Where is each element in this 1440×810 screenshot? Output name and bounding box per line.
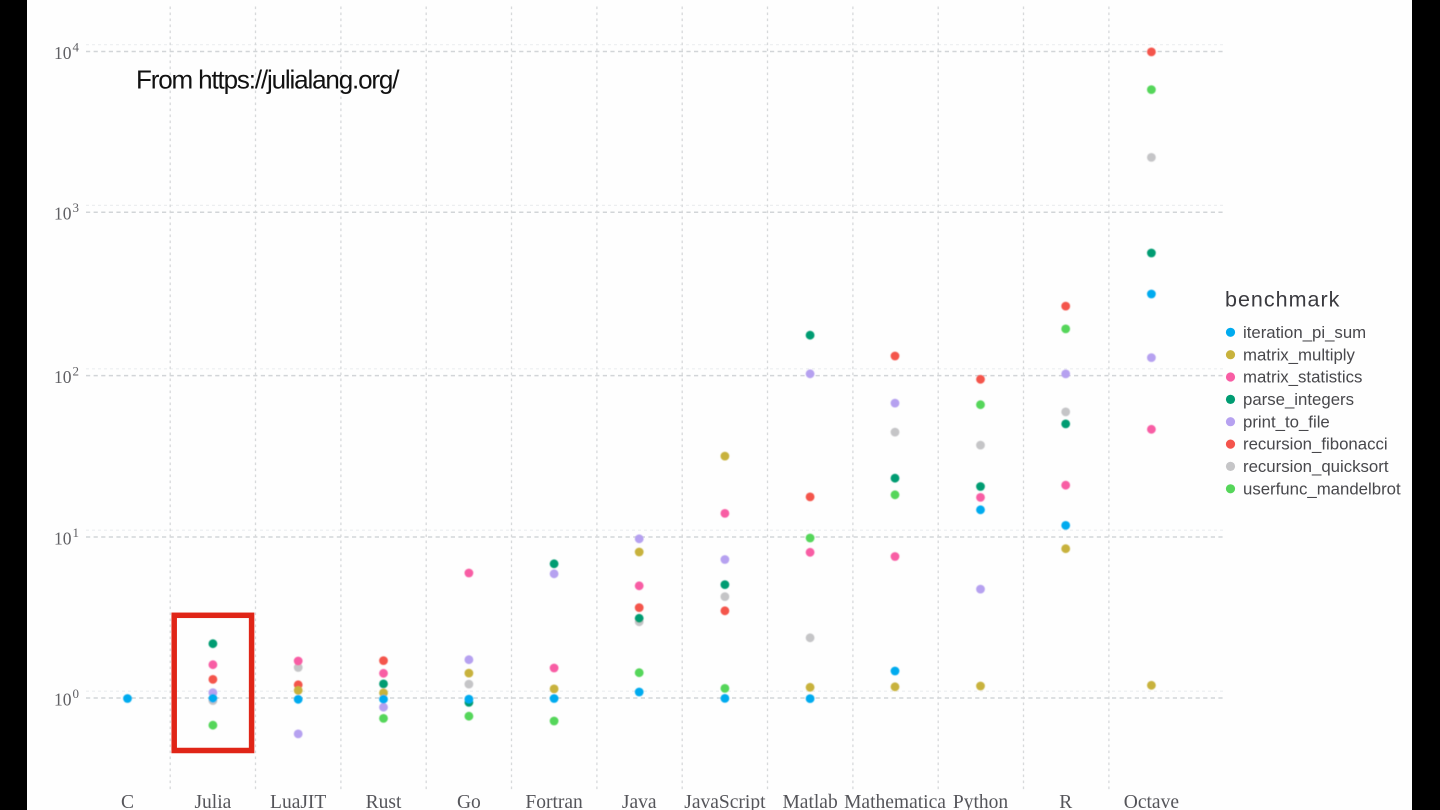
svg-text:10: 10	[54, 367, 72, 387]
svg-text:2: 2	[73, 363, 80, 378]
svg-text:print_to_file: print_to_file	[1243, 412, 1330, 431]
svg-text:Mathematica: Mathematica	[844, 792, 946, 810]
svg-text:4: 4	[73, 39, 80, 54]
svg-text:R: R	[1059, 792, 1072, 810]
svg-text:Fortran: Fortran	[525, 792, 583, 810]
svg-text:3: 3	[73, 200, 80, 215]
svg-text:Octave: Octave	[1124, 792, 1179, 810]
svg-text:JavaScript: JavaScript	[684, 792, 766, 810]
svg-text:matrix_multiply: matrix_multiply	[1243, 345, 1356, 364]
svg-text:Java: Java	[622, 792, 657, 810]
svg-text:10: 10	[54, 689, 72, 709]
svg-text:Rust: Rust	[366, 792, 402, 810]
svg-text:10: 10	[54, 204, 72, 224]
svg-text:Matlab: Matlab	[782, 792, 837, 810]
svg-text:1: 1	[73, 525, 80, 540]
svg-text:userfunc_mandelbrot: userfunc_mandelbrot	[1243, 479, 1401, 498]
svg-text:Go: Go	[457, 792, 481, 810]
svg-text:Julia: Julia	[194, 792, 231, 810]
svg-text:10: 10	[54, 43, 72, 63]
svg-text:C: C	[121, 792, 134, 810]
svg-text:From https://julialang.org/: From https://julialang.org/	[136, 65, 400, 95]
svg-text:10: 10	[54, 528, 72, 548]
svg-text:recursion_fibonacci: recursion_fibonacci	[1243, 435, 1388, 454]
svg-text:benchmark: benchmark	[1225, 288, 1340, 312]
svg-text:recursion_quicksort: recursion_quicksort	[1243, 457, 1389, 476]
svg-text:iteration_pi_sum: iteration_pi_sum	[1243, 323, 1366, 342]
svg-text:0: 0	[73, 686, 80, 701]
svg-text:Python: Python	[953, 792, 1009, 810]
svg-text:LuaJIT: LuaJIT	[270, 792, 326, 810]
svg-text:parse_integers: parse_integers	[1243, 390, 1354, 409]
svg-text:matrix_statistics: matrix_statistics	[1243, 368, 1362, 387]
